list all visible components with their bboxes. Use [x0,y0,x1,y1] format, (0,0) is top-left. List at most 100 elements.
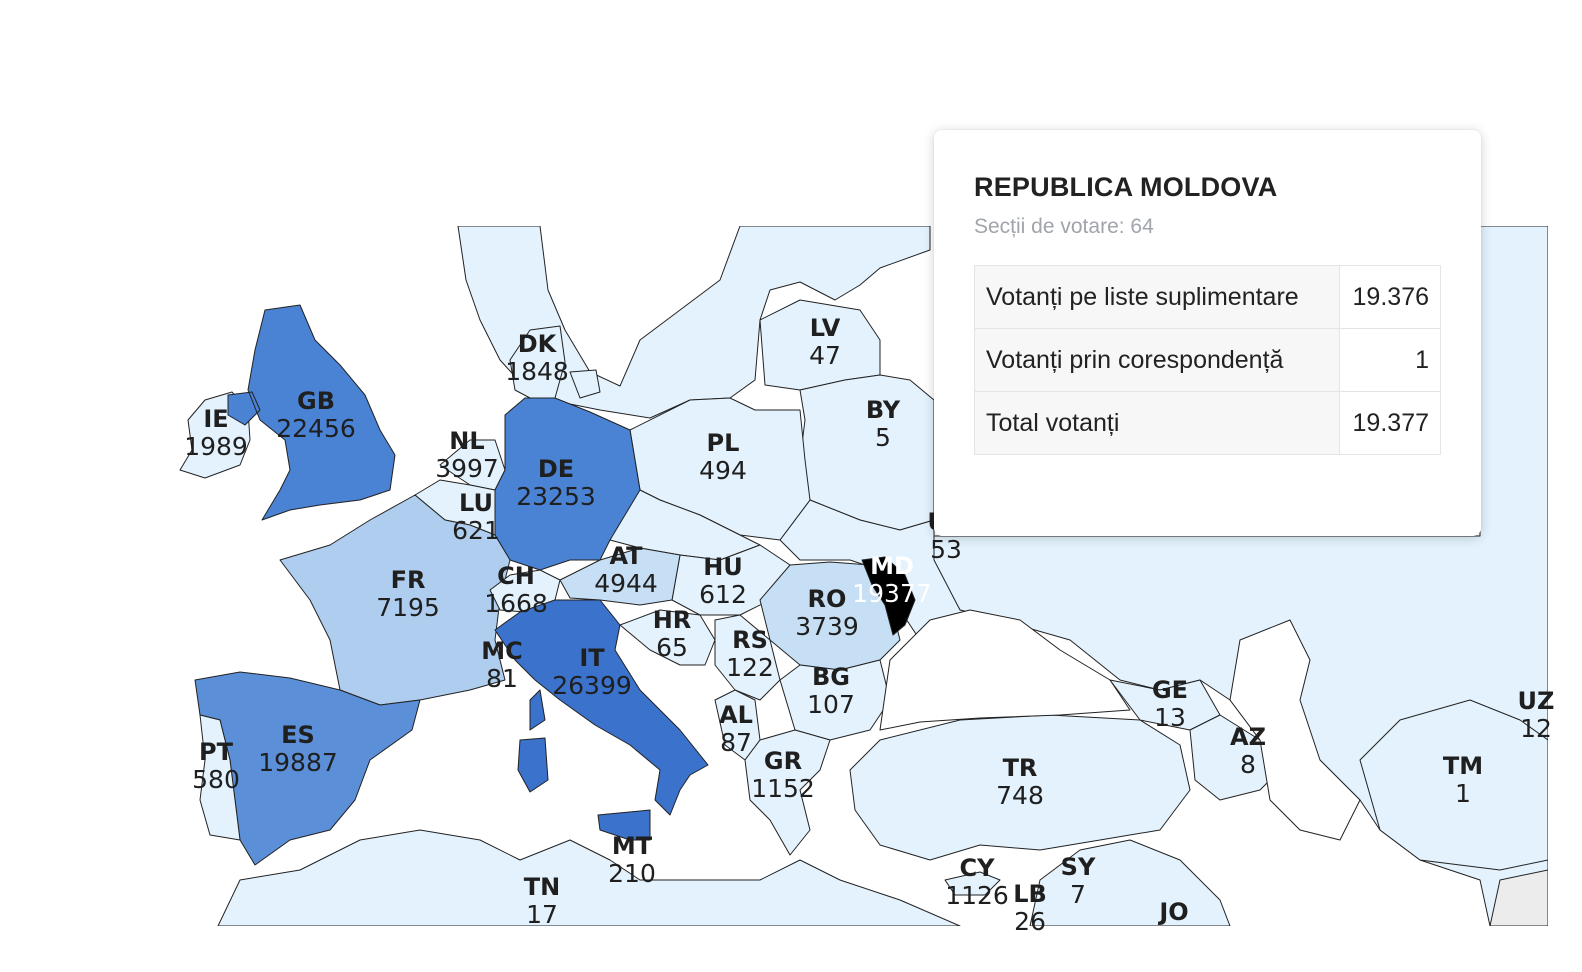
country-value-NL: 3997 [435,454,499,483]
country-code-PL: PL [707,429,740,457]
country-code-LV: LV [810,314,841,342]
country-HR-shape[interactable] [619,609,716,666]
region-middle-east[interactable] [1029,839,1231,926]
black-sea [879,609,1131,731]
country-value-TM: 1 [1455,779,1471,808]
country-TM-shape[interactable] [1359,699,1548,871]
country-value-MC: 81 [486,664,518,693]
row-label: Votanți pe liste suplimentare [974,265,1340,329]
country-code-CH: CH [497,562,535,590]
country-DK-shape[interactable] [509,325,601,399]
country-code-BY: BY [866,396,901,424]
country-value-IT: 26399 [552,671,632,700]
country-code-MT: MT [612,832,653,860]
country-value-PT: 580 [192,765,240,794]
country-code-TN: TN [524,873,560,901]
country-code-RO: RO [808,585,847,613]
country-value-BG: 107 [807,690,855,719]
country-code-MD: MD [870,552,914,580]
country-code-UZ: UZ [1518,687,1555,715]
country-code-CY: CY [960,854,996,882]
country-value-ES: 19887 [258,748,338,777]
country-value-CY: 1126 [945,881,1009,910]
country-FR-shape[interactable] [279,494,511,706]
country-value-MD: 19377 [852,579,932,608]
country-code-TM: TM [1443,752,1483,780]
country-AT-shape[interactable] [559,547,681,606]
tooltip-title: REPUBLICA MOLDOVA [974,172,1278,202]
country-CY-shape[interactable] [944,871,1001,896]
country-value-TN: 17 [526,900,558,929]
country-value-MT: 210 [608,859,656,888]
country-code-GB: GB [297,387,335,415]
country-code-TR: TR [1003,754,1038,782]
country-RS-shape[interactable] [714,614,781,701]
country-TR-shape[interactable] [849,714,1191,861]
country-value-BY: 5 [875,423,891,452]
country-value-LB: 26 [1014,907,1046,936]
country-value-AL: 87 [720,728,752,757]
country-code-IT: IT [579,644,605,672]
country-value-LV: 47 [809,341,841,370]
country-code-DE: DE [538,455,574,483]
tooltip-subtitle: Secții de votare: 64 [974,215,1154,238]
country-value-RO: 3739 [795,612,859,641]
country-value-GE: 13 [1154,703,1186,732]
country-code-GR: GR [764,747,802,775]
country-value-SY: 7 [1070,880,1086,909]
country-value-LU: 621 [452,516,500,545]
country-code-AT: AT [609,542,643,570]
region-nodata [1489,869,1548,926]
country-code-AL: AL [719,701,753,729]
country-code-LB: LB [1013,880,1047,908]
country-code-HU: HU [703,553,743,581]
row-value: 19.377 [1339,391,1441,455]
country-code-HR: HR [653,606,692,634]
tooltip-table: Votanți pe liste suplimentare 19.376 Vot… [974,265,1441,455]
country-value-DE: 23253 [516,482,596,511]
country-code-DK: DK [518,330,558,358]
country-value-DK: 1848 [505,357,569,386]
country-value-HU: 612 [699,580,747,609]
country-value-TR: 748 [996,781,1044,810]
country-value-CH: 1668 [484,589,548,618]
country-value-AZ: 8 [1240,750,1256,779]
country-code-AZ: AZ [1230,723,1266,751]
country-GB-shape[interactable] [227,304,396,521]
country-PT-shape[interactable] [199,714,241,841]
table-row: Total votanți 19.377 [974,391,1441,455]
country-code-JO: JO [1157,898,1188,926]
country-CH-shape[interactable] [489,569,561,613]
country-value-PL: 494 [699,456,747,485]
country-IT-shape[interactable] [494,599,709,841]
row-label: Votanți prin corespondență [974,328,1340,392]
country-code-IE: IE [203,405,228,433]
country-value-FR: 7195 [376,593,440,622]
table-row: Votanți prin corespondență 1 [974,328,1441,392]
table-row: Votanți pe liste suplimentare 19.376 [974,265,1441,329]
country-value-HR: 65 [656,633,688,662]
country-GR-shape[interactable] [744,729,831,856]
country-value-GB: 22456 [276,414,356,443]
caspian-sea [1229,619,1361,841]
country-RO-shape[interactable] [759,561,901,671]
country-value-GR: 1152 [751,774,815,803]
country-tooltip: REPUBLICA MOLDOVA Secții de votare: 64 V… [934,130,1481,536]
country-code-FR: FR [391,566,426,594]
country-value-IE: 1989 [184,432,248,461]
country-code-ES: ES [281,721,315,749]
country-value-UA: 53 [930,535,962,564]
region-north-africa[interactable] [217,829,961,926]
country-MD-shape[interactable] [861,556,916,636]
row-value: 19.376 [1339,265,1441,329]
country-code-LU: LU [459,489,493,517]
row-label: Total votanți [974,391,1340,455]
country-value-AT: 4944 [594,569,658,598]
country-code-GE: GE [1152,676,1188,704]
country-code-BG: BG [812,663,850,691]
country-code-SY: SY [1061,853,1096,881]
country-code-MC: MC [481,637,523,665]
